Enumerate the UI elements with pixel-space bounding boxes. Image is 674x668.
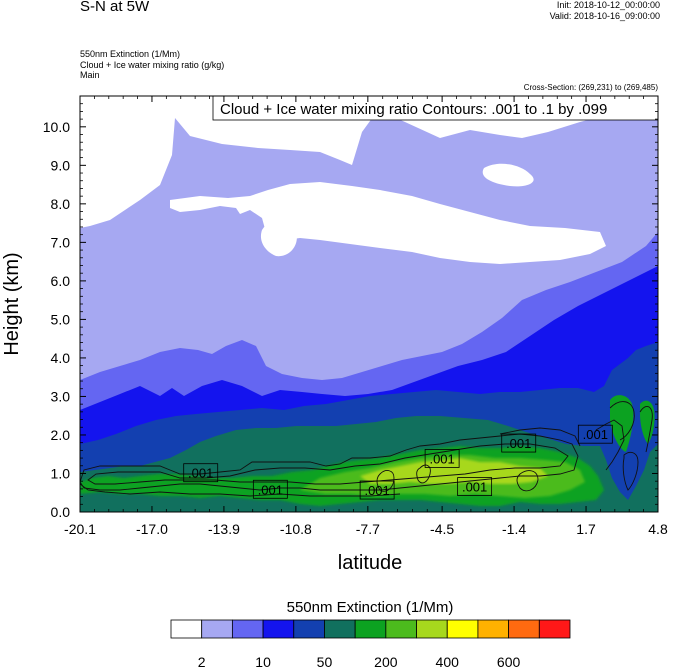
contour-line-8 [622,451,639,491]
contour-line-1 [80,433,579,491]
colorbar-label: 50 [317,654,333,668]
field-info: 550nm Extinction (1/Mm) Cloud + Ice wate… [80,49,224,81]
colorbar-swatch [508,619,540,639]
band-green-4 [610,395,634,452]
y-tick-label: 9.0 [51,157,71,173]
colorbar-label: 400 [436,654,460,668]
extinction-field [80,96,658,512]
band-2-small [482,163,534,187]
contour-legend-text: Cloud + Ice water mixing ratio Contours:… [220,101,607,118]
band-green-5 [640,400,655,444]
y-tick-label: 0.0 [51,504,71,520]
y-axis-label: Height (km) [1,252,23,355]
colorbar [170,619,571,639]
colorbar-swatch [231,619,264,639]
contour-line-7 [639,406,653,453]
y-tick-label: 8.0 [51,196,71,212]
y-tick-label: 10.0 [43,119,70,135]
contour-label: .001 [583,427,608,442]
y-tick-label: 3.0 [51,388,71,404]
colorbar-swatch [170,619,203,639]
field-cloud-ice: Cloud + Ice water mixing ratio (g/kg) [80,59,225,70]
contour-line-10 [416,464,431,484]
y-tick-label: 4.0 [51,350,71,366]
colorbar-swatch [293,619,325,639]
field-domain: Main [80,70,100,80]
colorbar-swatch [354,619,387,639]
y-tick-label: 7.0 [51,234,71,250]
colorbar-label: 600 [497,654,521,668]
contour-label-box [501,433,537,453]
colorbar-swatch [385,619,417,639]
contour-line-11 [516,470,539,492]
valid-time: Valid: 2018-10-16_09:00:00 [549,11,660,21]
colorbar-swatch [477,619,510,639]
contour-label-box [183,463,219,483]
contour-legend-box [212,95,659,121]
colorbar-title: 550nm Extinction (1/Mm) [287,599,454,616]
contour-label-box [252,479,288,499]
x-tick-label: -7.7 [356,521,380,537]
x-tick-label: 1.7 [576,521,596,537]
x-tick-label: 4.8 [648,521,668,537]
colorbar-swatch [324,619,356,639]
x-tick-label: -17.0 [136,521,168,537]
band-2-top [80,96,658,228]
x-axis-label: latitude [338,552,403,574]
contour-line-6 [609,401,635,441]
contour-label: .001 [462,480,487,495]
colorbar-labels: 2 10 50 200 400 600 [198,654,521,668]
plot-title: S-N at 5W [80,0,150,15]
colorbar-swatch [446,619,479,639]
x-tick-label: -13.9 [208,521,240,537]
contour-line-5 [595,419,625,471]
colorbar-swatch [416,619,448,639]
x-axis: -20.1 -17.0 -13.9 -10.8 -7.7 -4.5 -1.4 1.7 4.8 [64,96,668,537]
colorbar-swatch [262,619,295,639]
contour-label: .001 [506,436,531,451]
contour-label: .001 [364,483,389,498]
contour-label-box [359,480,395,500]
colorbar-label: 2 [198,654,206,668]
contour-labels: .001 .001 .001 .001 .001 .001 .001 [183,424,613,500]
cross-section-label: Cross-Section: (269,231) to (269,485) [523,83,658,92]
contour-line-3 [80,483,401,497]
x-tick-label: -1.4 [502,521,526,537]
contour-label: .001 [258,482,283,497]
colorbar-swatch [201,619,233,639]
y-axis: 0.0 1.0 2.0 3.0 4.0 5.0 6.0 7.0 8.0 9.0 10.0 [43,95,658,520]
x-tick-label: -10.8 [280,521,312,537]
x-tick-label: -20.1 [64,521,96,537]
time-info: Init: 2018-10-12_00:00:00 Valid: 2018-10… [550,0,660,22]
contour-label-box [577,424,613,444]
contour-line-2 [87,443,569,485]
contour-label: .001 [188,466,213,481]
cloud-ice-contours [80,401,653,497]
y-tick-label: 5.0 [51,311,71,327]
y-tick-label: 1.0 [51,465,71,481]
contour-label-box [457,477,493,496]
contour-line-4 [499,427,581,447]
y-tick-label: 6.0 [51,273,71,289]
colorbar-label: 10 [255,654,271,668]
field-extinction: 550nm Extinction (1/Mm) [80,49,181,59]
x-tick-label: -4.5 [430,521,454,537]
band-2-blob [260,218,297,257]
colorbar-label: 200 [374,654,398,668]
init-time: Init: 2018-10-12_00:00:00 [556,0,660,10]
contour-label: .001 [429,451,454,466]
contour-label-box [424,449,460,468]
colorbar-swatch [538,619,571,639]
y-tick-label: 2.0 [51,427,71,443]
